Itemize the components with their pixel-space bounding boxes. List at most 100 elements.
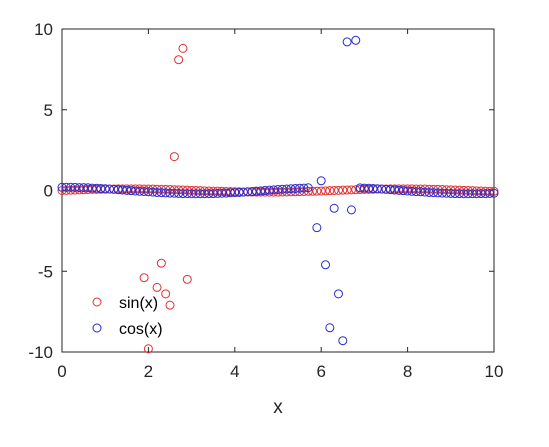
data-point (213, 186, 223, 196)
data-point (325, 186, 335, 196)
data-point (251, 186, 261, 196)
data-point (403, 186, 413, 196)
data-point (368, 184, 378, 194)
data-point (420, 187, 430, 197)
data-point (463, 189, 473, 199)
data-point (169, 188, 179, 198)
data-point (152, 187, 162, 197)
data-point (441, 188, 451, 198)
data-point (312, 223, 322, 233)
data-point (221, 188, 231, 198)
data-point (429, 188, 439, 198)
data-point (143, 187, 153, 197)
data-point (333, 185, 343, 195)
legend: sin(x) cos(x) (92, 295, 163, 338)
data-point (247, 186, 257, 196)
data-point (238, 187, 248, 197)
data-point (411, 187, 421, 197)
data-point (269, 185, 279, 195)
data-point (79, 185, 89, 195)
data-point (143, 344, 153, 354)
data-point (191, 189, 201, 199)
data-point (342, 37, 352, 47)
data-point (485, 186, 495, 196)
data-point (342, 185, 352, 195)
x-tick-label: 6 (316, 362, 325, 381)
data-point (187, 189, 197, 199)
legend-item: sin(x) (92, 295, 158, 312)
data-point (424, 187, 434, 197)
data-point (225, 188, 235, 198)
y-tick-label: -10 (28, 343, 53, 362)
data-point (92, 183, 102, 193)
data-point (485, 188, 495, 198)
data-point (329, 203, 339, 213)
data-point (130, 184, 140, 194)
data-point (476, 189, 486, 199)
data-point (437, 188, 447, 198)
data-point (316, 176, 326, 186)
data-point (454, 189, 464, 199)
x-tick-label: 8 (403, 362, 412, 381)
data-point (182, 274, 192, 284)
data-point (156, 258, 166, 268)
y-tick-label: 10 (34, 20, 53, 39)
data-point (329, 186, 339, 195)
data-point (264, 185, 274, 195)
data-point (122, 185, 132, 195)
y-tick-label: -5 (38, 262, 53, 281)
data-point (446, 188, 456, 198)
data-point (299, 183, 309, 193)
data-point (351, 35, 361, 45)
data-point (165, 300, 175, 310)
data-point (351, 185, 361, 195)
legend-label: sin(x) (119, 295, 158, 312)
x-tick-label: 10 (485, 362, 504, 381)
data-point (87, 183, 97, 193)
data-point (79, 183, 89, 193)
data-point (403, 184, 413, 194)
data-point (489, 188, 499, 198)
data-point (109, 184, 119, 194)
data-point (282, 184, 292, 194)
data-point (174, 55, 184, 65)
data-point (290, 184, 300, 194)
legend-label: cos(x) (119, 321, 163, 338)
data-point (390, 185, 400, 195)
data-point (213, 188, 223, 198)
x-tick-label: 0 (57, 362, 66, 381)
data-point (381, 184, 391, 194)
legend-marker (92, 323, 102, 333)
data-point (325, 323, 335, 333)
x-axis-label: x (273, 397, 283, 418)
legend-marker (92, 297, 102, 307)
data-point (459, 189, 469, 199)
data-point (83, 183, 93, 193)
data-point (333, 289, 343, 299)
data-point (480, 186, 490, 196)
data-point (126, 186, 136, 196)
data-point (208, 189, 218, 199)
data-point (148, 187, 158, 197)
data-point (174, 188, 184, 198)
data-point (130, 186, 140, 196)
data-point (472, 189, 482, 199)
data-point (316, 186, 326, 196)
data-point (256, 186, 266, 196)
data-point (169, 152, 179, 162)
data-point (269, 187, 279, 197)
data-point (135, 186, 145, 196)
data-point (277, 184, 287, 194)
data-point (234, 187, 244, 197)
data-point (113, 185, 123, 195)
data-point (377, 184, 387, 194)
data-point (346, 205, 356, 215)
data-point (321, 186, 331, 196)
data-point (433, 188, 443, 198)
data-point (161, 188, 171, 198)
data-point (100, 184, 110, 194)
data-point (450, 189, 460, 199)
series-layer (57, 35, 499, 354)
x-tick-label: 2 (144, 362, 153, 381)
